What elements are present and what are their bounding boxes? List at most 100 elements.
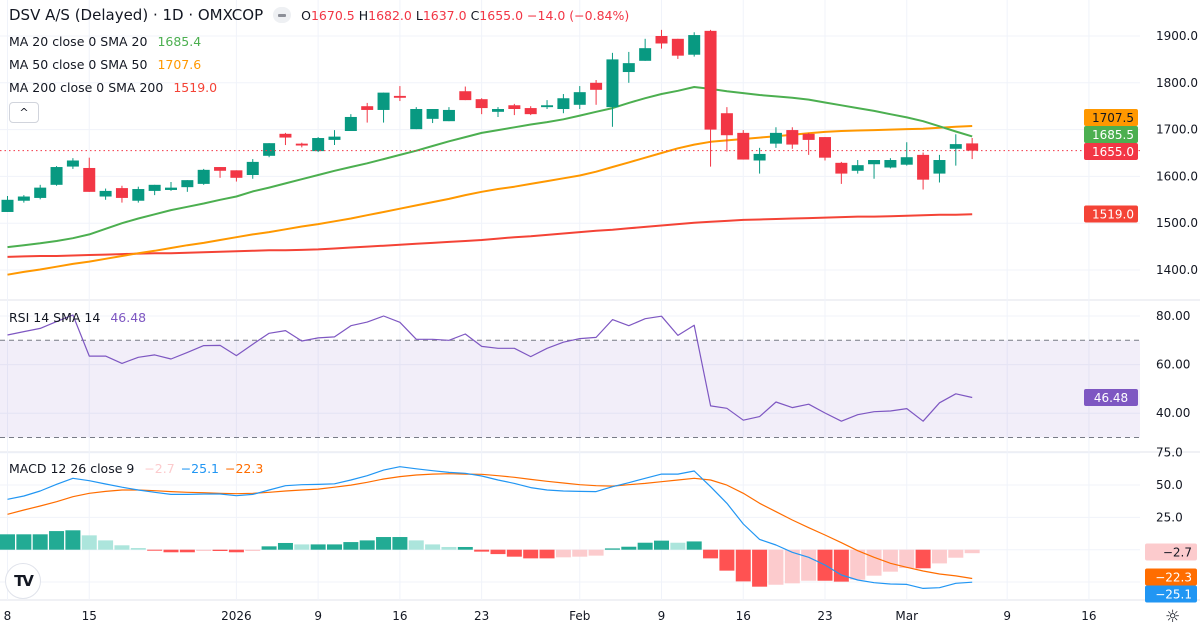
price-pane[interactable] (0, 29, 1140, 276)
macd-histogram-bar (16, 534, 32, 550)
rsi-pane[interactable] (0, 314, 1140, 438)
candle[interactable] (1, 196, 14, 212)
macd-histogram-bar (32, 534, 48, 550)
candle[interactable] (426, 109, 439, 124)
macd-histogram-bar (833, 549, 849, 582)
candle-body (475, 99, 488, 109)
candle[interactable] (622, 51, 635, 83)
candle[interactable] (132, 186, 145, 203)
candle[interactable] (115, 185, 128, 203)
candle[interactable] (639, 38, 652, 61)
time-axis-label: 9 (314, 609, 322, 623)
candle[interactable] (393, 86, 406, 102)
candle[interactable] (295, 142, 308, 148)
candle[interactable] (720, 107, 733, 152)
candle[interactable] (573, 86, 586, 110)
candle[interactable] (868, 160, 881, 179)
legend-macd[interactable]: MACD 12 26 close 9 −2.7 −25.1 −22.3 (9, 461, 263, 476)
candle[interactable] (263, 143, 276, 158)
candle[interactable] (917, 152, 930, 190)
tradingview-logo[interactable]: TV (5, 563, 41, 599)
legend-ma20[interactable]: MA 20 close 0 SMA 20 1685.4 (9, 34, 201, 49)
candle[interactable] (459, 86, 472, 101)
macd-label-text: −25.1 (1155, 588, 1192, 602)
candle[interactable] (312, 137, 325, 153)
candle[interactable] (361, 102, 374, 123)
legend-ma50-value: 1707.6 (157, 57, 202, 72)
candle[interactable] (557, 94, 570, 114)
legend-ma200[interactable]: MA 200 close 0 SMA 200 1519.0 (9, 80, 217, 95)
candle[interactable] (671, 38, 684, 59)
candle[interactable] (328, 130, 341, 146)
macd-histogram-bar (327, 544, 342, 550)
candle[interactable] (34, 184, 47, 200)
candle[interactable] (884, 158, 897, 169)
macd-histogram-bar (228, 549, 244, 553)
candle[interactable] (344, 114, 357, 132)
axes[interactable]: 8 15 2026 9 16 23 Feb 9 16 23 Mar 9 16 1900.0 1800.0 17… (4, 29, 1198, 623)
macd-pane[interactable] (0, 466, 980, 590)
candle[interactable] (99, 188, 112, 200)
macd-histogram-bar (735, 549, 751, 582)
candle[interactable] (492, 107, 504, 117)
rsi-line (7, 314, 973, 422)
legend-ma200-label: MA 200 close 0 SMA 200 (9, 80, 164, 95)
candle[interactable] (475, 98, 488, 115)
candle[interactable] (214, 167, 227, 178)
collapse-legend-button[interactable]: ^ (9, 102, 39, 123)
macd-histogram-bar (0, 534, 15, 550)
candle-body (655, 36, 668, 44)
candle[interactable] (933, 154, 946, 183)
gear-icon[interactable]: ☼ (1165, 607, 1181, 627)
candle[interactable] (442, 107, 455, 122)
candle[interactable] (900, 142, 913, 166)
macd-histogram-bar (245, 549, 261, 551)
macd-histogram-bar (621, 546, 637, 550)
legend-ma50-label: MA 50 close 0 SMA 50 (9, 57, 148, 72)
candle[interactable] (541, 100, 554, 110)
macd-label-macd (1145, 585, 1197, 603)
candle[interactable] (17, 195, 30, 203)
legend-rsi[interactable]: RSI 14 SMA 14 46.48 (9, 310, 146, 325)
candle[interactable] (279, 132, 292, 146)
candle[interactable] (410, 107, 423, 130)
candle[interactable] (835, 161, 848, 184)
macd-histogram-bar (948, 549, 964, 558)
candle[interactable] (181, 180, 194, 192)
candle[interactable] (753, 147, 766, 174)
candle[interactable] (802, 132, 815, 155)
candle[interactable] (83, 157, 96, 192)
candle-body (34, 187, 47, 198)
minus-icon[interactable] (273, 7, 292, 23)
candle[interactable] (769, 127, 782, 148)
candle[interactable] (66, 158, 79, 169)
candle[interactable] (949, 134, 962, 166)
macd-histogram-bar (964, 549, 980, 554)
candle[interactable] (851, 160, 864, 174)
price-label-close (1084, 143, 1138, 160)
candle[interactable] (590, 79, 603, 105)
candle[interactable] (606, 52, 619, 127)
candle[interactable] (524, 106, 537, 116)
candle[interactable] (819, 137, 831, 161)
candle[interactable] (737, 130, 750, 160)
candle[interactable] (197, 168, 210, 185)
symbol-title[interactable]: DSV A/S (Delayed) · 1D · OMXCOP (9, 6, 264, 24)
candle[interactable] (230, 170, 243, 182)
candle[interactable] (966, 138, 979, 160)
candle[interactable] (50, 166, 63, 186)
candle[interactable] (688, 32, 701, 57)
legend-ma50[interactable]: MA 50 close 0 SMA 50 1707.6 (9, 57, 201, 72)
candle[interactable] (246, 159, 259, 179)
candle[interactable] (655, 29, 668, 49)
candle[interactable] (165, 182, 177, 191)
candle[interactable] (148, 184, 161, 196)
candle-body (426, 109, 439, 119)
time-axis-label: 15 (82, 609, 97, 623)
open-label: O (301, 7, 311, 23)
candle[interactable] (786, 127, 799, 149)
candle[interactable] (704, 29, 717, 167)
candle[interactable] (377, 92, 390, 123)
candle[interactable] (508, 103, 521, 116)
